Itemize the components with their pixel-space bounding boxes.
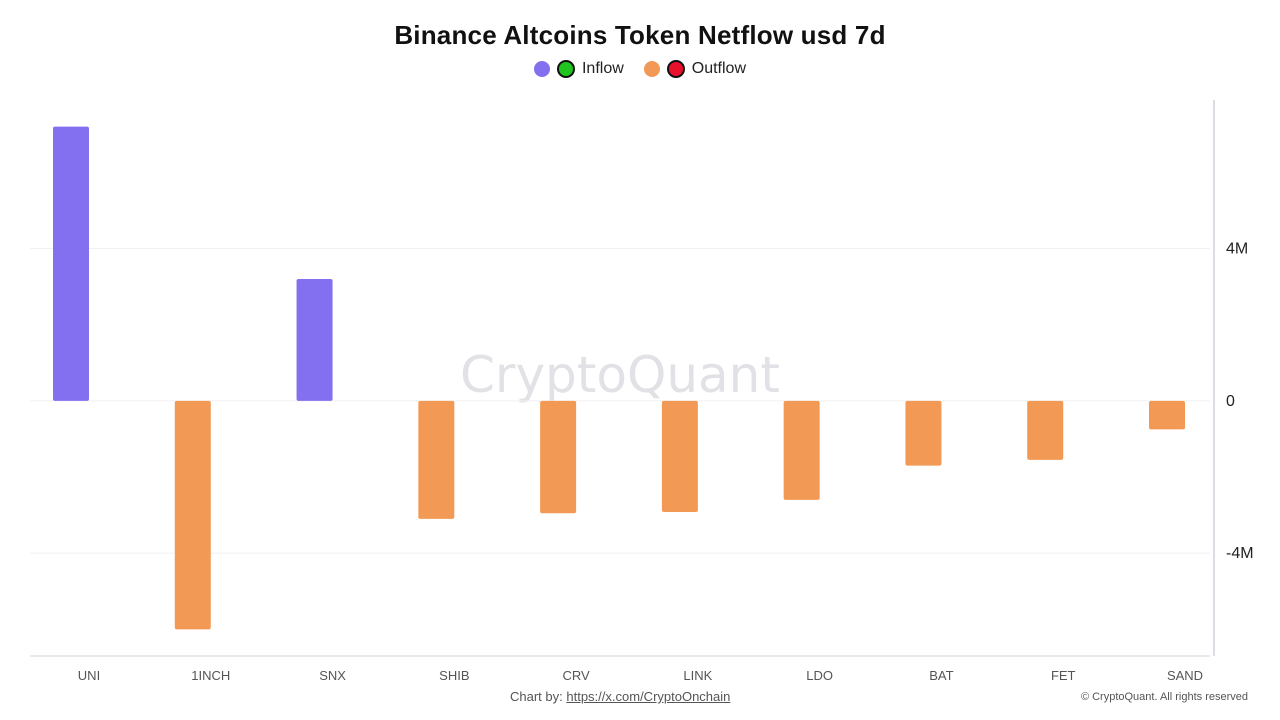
legend-outflow-swatch bbox=[643, 61, 660, 77]
y-tick-label: 4M bbox=[1226, 241, 1248, 258]
x-tick-label: LDO bbox=[806, 668, 833, 683]
chart-title: Binance Altcoins Token Netflow usd 7d bbox=[394, 20, 886, 50]
y-tick-label: 0 bbox=[1226, 393, 1235, 410]
y-tick-label: -4M bbox=[1226, 545, 1254, 562]
bar-shib bbox=[418, 400, 455, 519]
bar-snx bbox=[296, 278, 333, 401]
copyright-notice: © CryptoQuant. All rights reserved bbox=[1080, 691, 1248, 703]
x-tick-label: UNI bbox=[78, 668, 100, 683]
x-tick-label: BAT bbox=[929, 668, 953, 683]
chart-credit: Chart by: https://x.com/CryptoOnchain bbox=[510, 689, 730, 704]
x-tick-label: SNX bbox=[319, 668, 346, 683]
bar-crv bbox=[540, 400, 577, 514]
x-tick-label: SHIB bbox=[439, 668, 469, 683]
x-tick-label: CRV bbox=[563, 668, 591, 683]
legend-outflow-label: Outflow bbox=[691, 60, 747, 77]
legend-item-outflow[interactable]: Outflow bbox=[643, 60, 747, 78]
watermark: CryptoQuant bbox=[460, 346, 780, 404]
chart-legend: Inflow Outflow bbox=[0, 60, 1280, 78]
legend-inflow-swatch bbox=[533, 61, 550, 77]
x-tick-label: FET bbox=[1051, 668, 1076, 683]
bar-sand bbox=[1149, 400, 1185, 430]
legend-outflow-marker bbox=[666, 60, 685, 78]
bar-link bbox=[661, 400, 698, 513]
x-tick-label: SAND bbox=[1167, 668, 1203, 683]
bar-ldo bbox=[783, 400, 820, 500]
legend-inflow-label: Inflow bbox=[581, 60, 624, 77]
bar-uni bbox=[53, 126, 89, 401]
bar-bat bbox=[905, 400, 942, 466]
bar-fet bbox=[1027, 400, 1064, 460]
legend-inflow-marker bbox=[556, 60, 575, 78]
credit-label: Chart by: bbox=[510, 689, 563, 704]
legend-item-inflow[interactable]: Inflow bbox=[533, 60, 624, 78]
x-tick-label: 1INCH bbox=[191, 668, 230, 683]
credit-link[interactable]: https://x.com/CryptoOnchain bbox=[566, 689, 731, 704]
x-tick-label: LINK bbox=[683, 668, 712, 683]
bar-1inch bbox=[174, 400, 211, 630]
